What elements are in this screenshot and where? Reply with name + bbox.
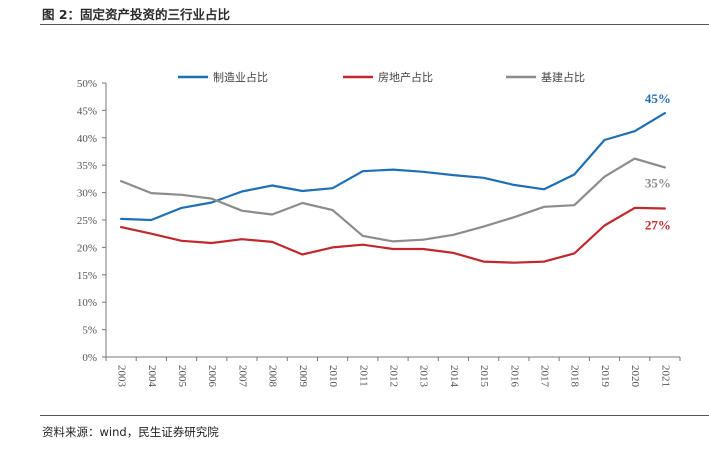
x-tick-label: 2012 [387,365,399,387]
x-tick-label: 2017 [539,365,551,388]
x-tick-label: 2008 [267,365,279,388]
legend-label: 基建占比 [541,70,585,84]
x-tick-label: 2016 [508,365,520,388]
y-tick-label: 45% [77,105,97,117]
y-tick-label: 35% [77,160,97,172]
x-tick-label: 2019 [599,365,611,388]
series-line [119,157,667,243]
x-tick-label: 2009 [297,365,309,388]
y-tick-label: 25% [77,215,97,227]
x-tick-label: 2020 [629,365,641,388]
y-tick-label: 5% [82,325,97,337]
top-rule [40,24,709,25]
y-tick-label: 0% [82,352,97,364]
x-tick-label: 2003 [116,365,128,388]
x-tick-label: 2011 [357,365,369,387]
source-note: 资料来源：wind，民生证券研究院 [42,425,219,439]
x-tick-label: 2010 [327,365,339,388]
x-tick-label: 2004 [146,365,158,388]
y-tick-label: 10% [77,297,97,309]
x-tick-label: 2018 [569,365,581,388]
y-tick-label: 50% [77,78,97,90]
x-tick-label: 2006 [206,365,218,388]
x-tick-label: 2021 [659,365,671,387]
y-tick-label: 20% [77,242,97,254]
series-line [119,206,667,264]
bottom-rule [40,415,709,416]
y-tick-label: 40% [77,133,97,145]
x-tick-label: 2014 [448,365,460,388]
x-tick-label: 2007 [236,365,248,388]
series-end-label: 27% [645,217,671,232]
x-tick-label: 2013 [418,365,430,388]
x-tick-label: 2015 [478,365,490,388]
y-tick-label: 15% [77,270,97,282]
series-line [119,111,667,222]
series-end-label: 35% [645,175,671,190]
y-tick-label: 30% [77,188,97,200]
x-tick-label: 2005 [176,365,188,388]
figure-title: 图 2：固定资产投资的三行业占比 [42,7,231,22]
series-end-label: 45% [645,91,671,106]
legend-label: 房地产占比 [378,70,433,84]
legend-label: 制造业占比 [213,70,268,84]
